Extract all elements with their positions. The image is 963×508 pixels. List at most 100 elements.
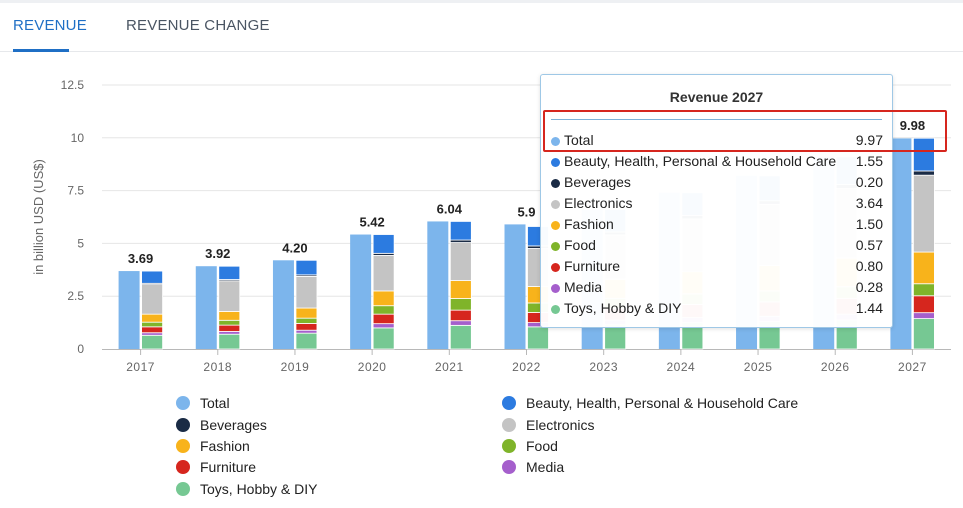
tooltip-divider xyxy=(551,119,882,120)
legend-dot-beauty xyxy=(502,396,516,410)
bar-segment xyxy=(295,323,318,331)
tooltip-row: Food 0.57 xyxy=(551,236,883,257)
bar-segment xyxy=(913,251,935,285)
y-axis: 0 2.5 5 7.5 10 12.5 xyxy=(61,78,85,356)
legend-dot-electronics xyxy=(502,418,516,432)
tooltip-label: Fashion xyxy=(564,216,614,232)
tooltip-dot xyxy=(551,179,560,188)
bar-segment xyxy=(372,305,395,315)
total-label: 6.04 xyxy=(437,201,463,216)
x-tick-label: 2026 xyxy=(821,360,850,374)
bar-segment xyxy=(295,317,318,324)
total-label: 5.9 xyxy=(517,204,535,219)
bar-segment xyxy=(372,323,395,329)
tooltip-dot xyxy=(551,158,560,167)
y-tick-label: 0 xyxy=(77,342,84,356)
bar-segment xyxy=(372,290,395,307)
bar-segment xyxy=(913,137,935,172)
bar-segment xyxy=(218,331,241,335)
bar-segment xyxy=(913,174,935,253)
tab-bar: REVENUE REVENUE CHANGE xyxy=(0,3,963,52)
tooltip-label: Furniture xyxy=(564,258,621,274)
tab-revenue-change[interactable]: REVENUE CHANGE xyxy=(126,17,270,34)
bar-total xyxy=(272,260,294,349)
tooltip-label: Toys, Hobby & DIY xyxy=(564,300,682,316)
tooltip-value: 0.80 xyxy=(855,258,883,274)
y-tick-label: 12.5 xyxy=(61,78,85,92)
tooltip-label: Media xyxy=(564,279,603,295)
y-axis-label: in billion USD (US$) xyxy=(31,159,46,275)
tooltip-value: 0.57 xyxy=(855,237,883,253)
bar-segment xyxy=(141,270,163,284)
bar-segment xyxy=(141,326,163,334)
bar-total xyxy=(890,138,912,349)
bar-segment xyxy=(372,255,395,292)
legend-label: Total xyxy=(200,395,230,411)
tooltip-row: Media 0.28 xyxy=(551,278,883,299)
x-tick-label: 2022 xyxy=(512,360,541,374)
tooltip-dot xyxy=(551,242,560,251)
bar-segment xyxy=(449,309,472,322)
bar-segment xyxy=(449,280,472,299)
bar-segment xyxy=(913,312,935,319)
bar-segment xyxy=(141,313,163,323)
bar-segment xyxy=(913,318,935,350)
bar-segment xyxy=(141,334,163,350)
top-border xyxy=(0,0,963,3)
tooltip-dot xyxy=(551,221,560,230)
bar-segment xyxy=(527,326,549,350)
tooltip-dot xyxy=(551,263,560,272)
bar-segment xyxy=(913,283,935,297)
bar-total xyxy=(118,271,140,349)
highlight-box xyxy=(543,110,947,152)
bar-total xyxy=(427,221,449,349)
legend: Total Beverages Fashion Furniture Toys, … xyxy=(0,390,963,508)
legend-dot-fashion xyxy=(176,439,190,453)
legend-dot-total xyxy=(176,396,190,410)
x-tick-label: 2019 xyxy=(281,360,310,374)
tooltip-label: Food xyxy=(564,237,596,253)
x-tick-label: 2018 xyxy=(203,360,232,374)
legend-dot-beverages xyxy=(176,418,190,432)
legend-label: Beverages xyxy=(200,417,267,433)
total-labels: 3.69 3.92 4.20 5.42 6.04 5.9 9.98 xyxy=(128,118,925,266)
tooltip-dot xyxy=(551,200,560,209)
y-tick-label: 5 xyxy=(77,236,84,250)
bar-segment xyxy=(449,242,472,281)
total-label: 5.42 xyxy=(359,215,384,230)
tooltip: Revenue 2027 Total 9.97 Beauty, Health, Pe… xyxy=(540,74,893,328)
bar-segment xyxy=(913,295,935,314)
tooltip-row: Beverages 0.20 xyxy=(551,173,883,194)
bar-segment xyxy=(372,234,395,254)
legend-label: Furniture xyxy=(200,459,257,475)
tab-revenue[interactable]: REVENUE xyxy=(13,17,87,34)
total-label: 9.98 xyxy=(900,118,925,133)
bar-segment xyxy=(449,324,472,350)
tooltip-label: Total xyxy=(564,132,594,148)
tooltip-value: 9.97 xyxy=(855,132,883,148)
legend-dot-toys xyxy=(176,482,190,496)
bar-segment xyxy=(218,324,241,332)
x-tick-label: 2020 xyxy=(358,360,387,374)
bar-segment xyxy=(913,170,935,176)
bar-segment xyxy=(295,259,318,276)
bar-total xyxy=(504,224,526,349)
tooltip-value: 3.64 xyxy=(855,195,883,211)
tooltip-value: 1.44 xyxy=(855,300,883,316)
legend-label: Beauty, Health, Personal & Household Car… xyxy=(526,395,799,411)
bar-segment xyxy=(295,332,318,350)
tooltip-value: 0.28 xyxy=(855,279,883,295)
x-tick-label: 2025 xyxy=(744,360,773,374)
bar-segment xyxy=(141,321,163,328)
y-tick-label: 10 xyxy=(71,131,85,145)
bar-segment xyxy=(295,307,318,319)
tooltip-dot xyxy=(551,284,560,293)
bar-segment xyxy=(218,311,241,321)
x-tick-label: 2023 xyxy=(589,360,618,374)
bar-segment xyxy=(449,320,472,326)
tooltip-value: 1.50 xyxy=(855,216,883,232)
tooltip-dot xyxy=(551,305,560,314)
x-tick-label: 2027 xyxy=(898,360,927,374)
tooltip-label: Electronics xyxy=(564,195,633,211)
bar-total xyxy=(195,266,217,349)
